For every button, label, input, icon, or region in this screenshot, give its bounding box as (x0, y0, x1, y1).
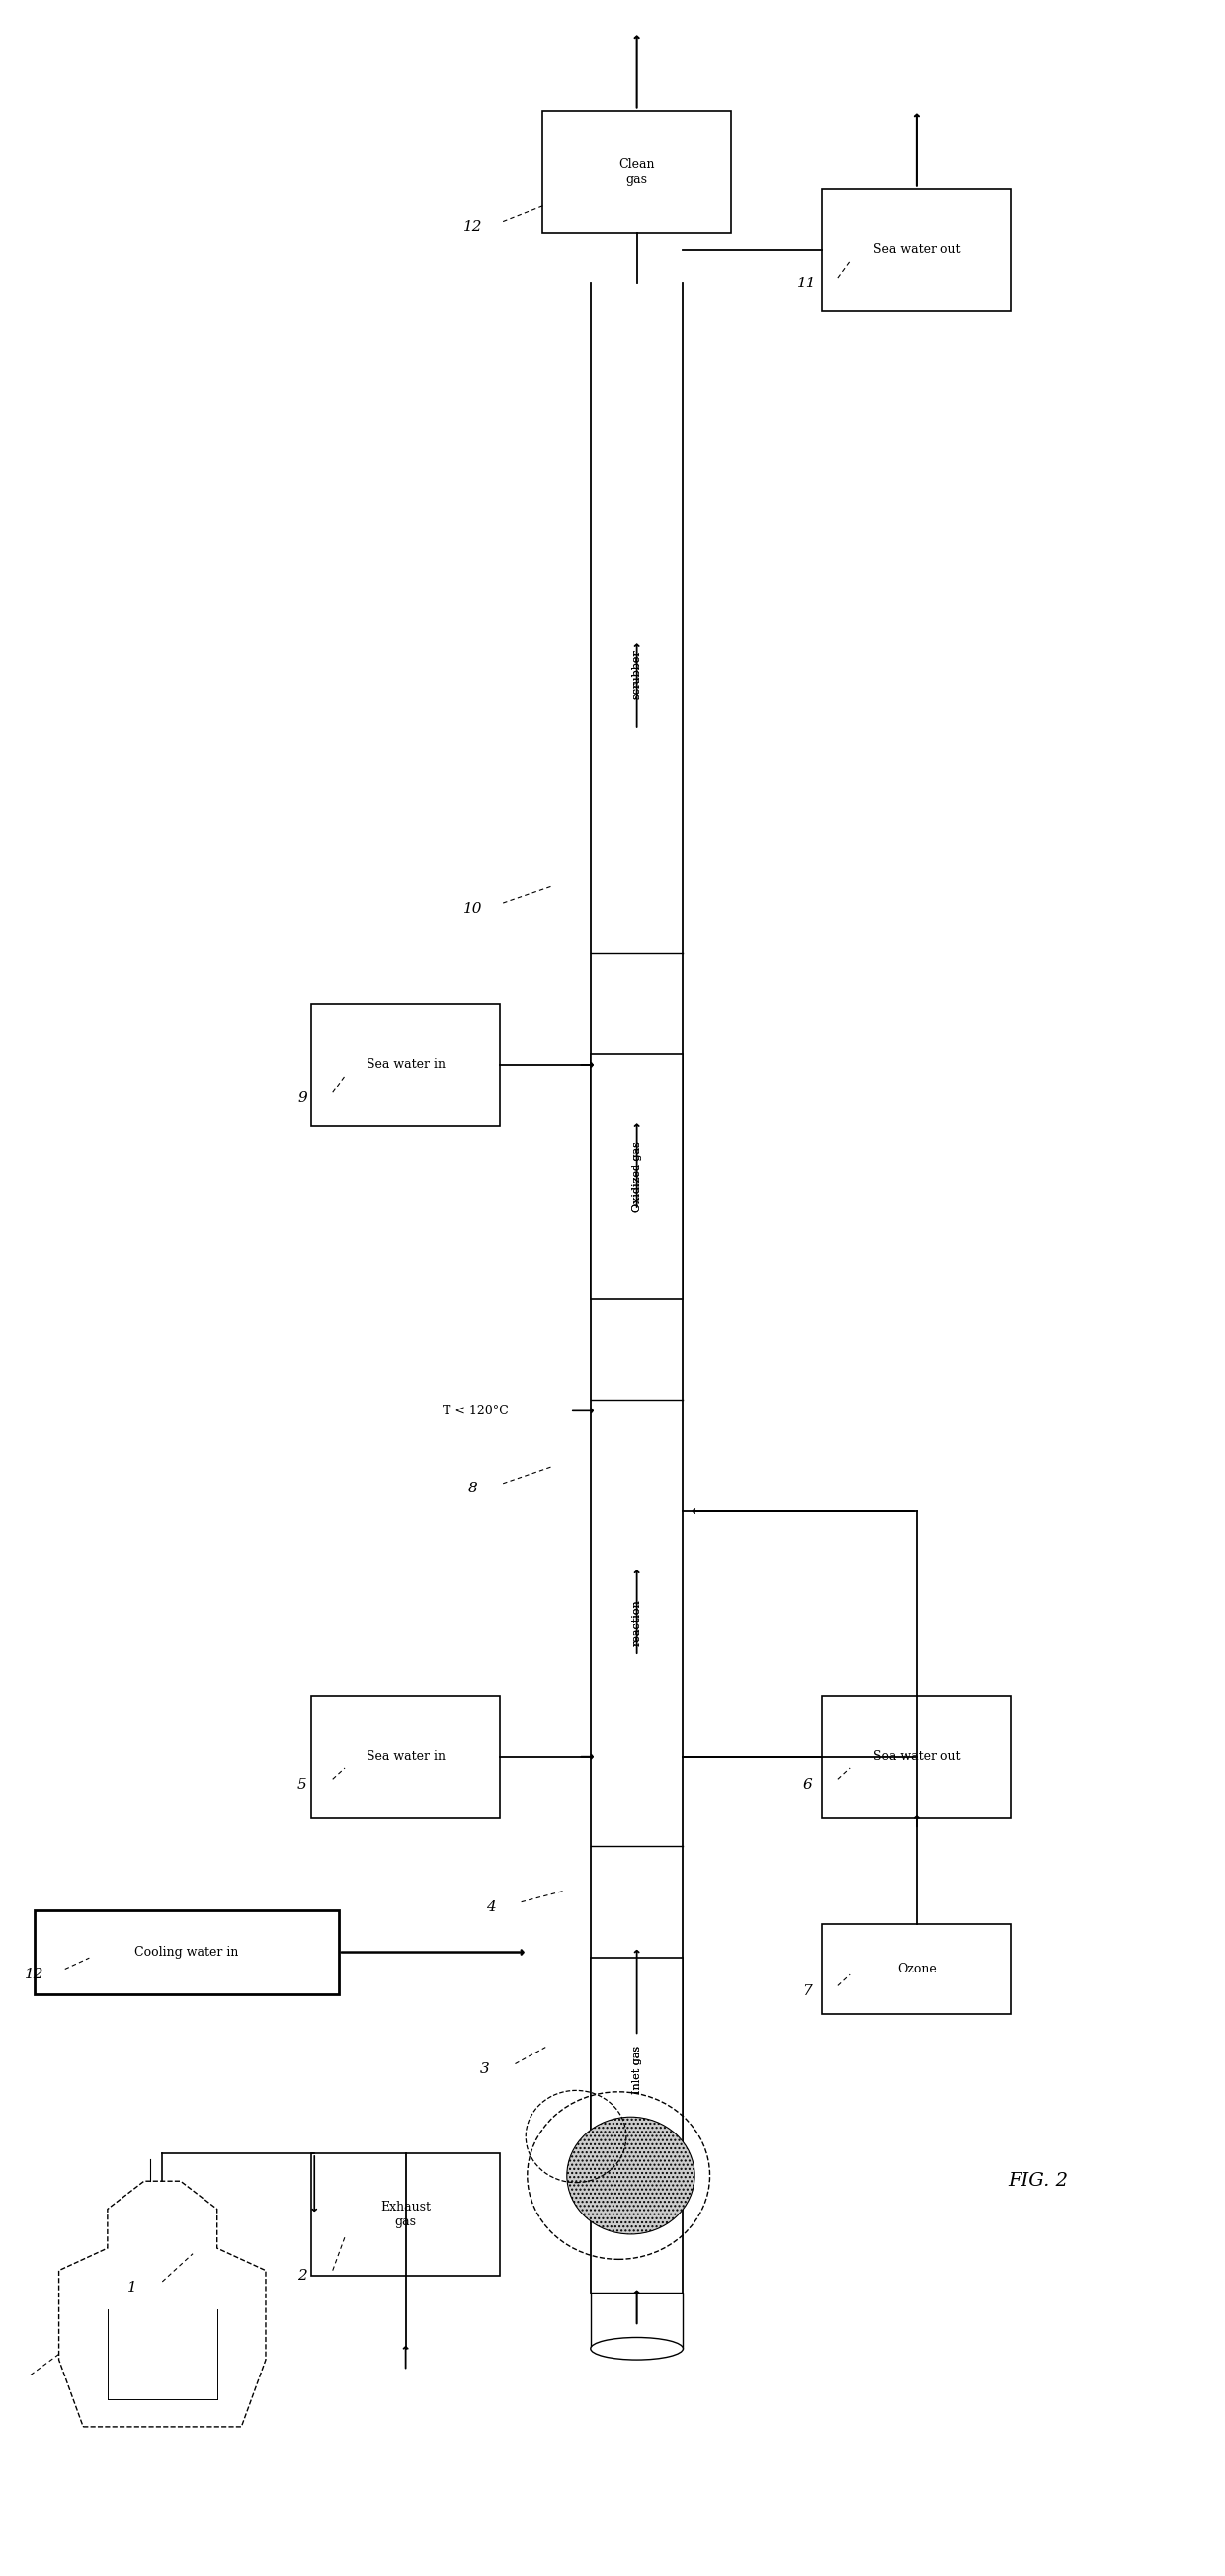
Text: reaction: reaction (632, 1600, 642, 1646)
Bar (311, 1695, 500, 1819)
Circle shape (567, 2117, 695, 2233)
Text: 11: 11 (797, 276, 817, 291)
Text: FIG. 2: FIG. 2 (1008, 2172, 1068, 2190)
Bar (311, 2154, 500, 2277)
Bar (822, 1924, 1011, 2014)
Text: 12: 12 (24, 1968, 44, 1981)
Text: reaction: reaction (632, 1600, 642, 1646)
Bar (822, 1695, 1011, 1819)
Text: Ozone: Ozone (897, 1963, 936, 1976)
Text: scrubber: scrubber (632, 649, 642, 698)
Text: 6: 6 (802, 1777, 812, 1793)
Text: Inlet gas: Inlet gas (632, 2045, 642, 2094)
Text: 2: 2 (298, 2269, 307, 2282)
Bar (590, 2293, 684, 2349)
Text: 7: 7 (802, 1984, 812, 1999)
Text: 9: 9 (298, 1092, 307, 1105)
Text: 8: 8 (468, 1481, 478, 1497)
Text: Sea water in: Sea water in (366, 1059, 445, 1072)
Bar (311, 1002, 500, 1126)
Text: Oxidized gas: Oxidized gas (632, 1141, 642, 1211)
Text: 1: 1 (127, 2280, 137, 2295)
Text: 3: 3 (480, 2063, 490, 2076)
Text: 12: 12 (463, 222, 483, 234)
Text: 10: 10 (463, 902, 483, 914)
Text: Oxidized gas: Oxidized gas (632, 1141, 642, 1211)
Bar (543, 111, 731, 232)
Text: Sea water in: Sea water in (366, 1752, 445, 1765)
Ellipse shape (590, 2336, 684, 2360)
Bar (590, 1958, 684, 2182)
Bar (822, 188, 1011, 312)
Text: Clean
gas: Clean gas (619, 157, 655, 185)
Bar (34, 1911, 339, 1994)
Text: Sea water out: Sea water out (873, 1752, 960, 1765)
Text: Inlet gas: Inlet gas (632, 2045, 642, 2094)
Text: Cooling water in: Cooling water in (135, 1945, 239, 1958)
Text: 5: 5 (298, 1777, 307, 1793)
Text: Exhaust
gas: Exhaust gas (381, 2200, 431, 2228)
Text: T < 120°C: T < 120°C (442, 1404, 508, 1417)
Text: scrubber: scrubber (632, 649, 642, 698)
Text: Sea water out: Sea water out (873, 242, 960, 255)
Text: 4: 4 (486, 1901, 496, 1914)
Polygon shape (59, 2182, 266, 2427)
Bar (590, 1054, 684, 1298)
